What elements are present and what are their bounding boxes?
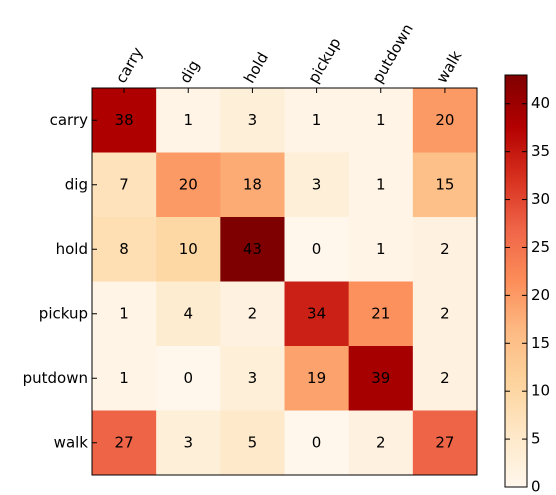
heatmap-cell	[156, 281, 221, 347]
y-tick-label: dig	[65, 175, 88, 193]
heatmap-cell	[220, 281, 285, 347]
cell-label: 21	[371, 304, 390, 322]
heatmap-cell	[348, 346, 414, 411]
cell-label: 3	[312, 175, 322, 193]
cell-label: 1	[312, 111, 322, 129]
heatmap-cell	[284, 410, 350, 476]
x-tick-label: hold	[240, 49, 272, 86]
cell-label: 1	[376, 240, 386, 258]
cell-label: 43	[243, 240, 262, 258]
heatmap-cell	[92, 217, 157, 282]
x-tick-label: putdown	[369, 21, 417, 87]
colorbar-tick-label: 40	[531, 94, 550, 112]
cell-label: 1	[183, 111, 193, 129]
heatmap-cell	[220, 346, 285, 411]
heatmap-cell	[348, 410, 414, 476]
y-tick-label: carry	[50, 111, 89, 129]
cell-label: 0	[312, 240, 322, 258]
cell-label: 19	[307, 369, 326, 387]
heatmap-cell	[412, 281, 478, 347]
heatmap-cell	[156, 346, 221, 411]
heatmap-cell	[348, 88, 414, 153]
cell-label: 10	[179, 240, 198, 258]
heatmap-cell	[412, 410, 478, 476]
cell-label: 20	[179, 175, 198, 193]
heatmap-cell	[348, 217, 414, 282]
cell-label: 1	[119, 304, 129, 322]
heatmap-cell	[284, 217, 350, 282]
colorbar-tick-label: 20	[531, 286, 550, 304]
heatmap-cell	[348, 152, 414, 218]
cell-label: 38	[115, 111, 134, 129]
heatmap-cell	[412, 152, 478, 218]
heatmap-cell	[284, 346, 350, 411]
heatmap-cell	[220, 88, 285, 153]
heatmap-cell	[220, 410, 285, 476]
heatmap-cell	[156, 410, 221, 476]
heatmap-cell	[92, 410, 157, 476]
cell-label: 3	[183, 433, 193, 451]
cell-label: 27	[115, 433, 134, 451]
heatmap-cell	[156, 88, 221, 153]
heatmap-cell	[284, 152, 350, 218]
colorbar-tick-label: 10	[531, 382, 550, 400]
heatmap-cell	[92, 88, 157, 153]
cell-label: 2	[248, 304, 258, 322]
heatmap-cell	[412, 217, 478, 282]
heatmap-cell	[412, 346, 478, 411]
colorbar-tick-label: 35	[531, 142, 550, 160]
x-tick-label: pickup	[304, 35, 344, 87]
cell-label: 0	[312, 433, 322, 451]
cell-label: 0	[183, 369, 193, 387]
cell-label: 2	[440, 240, 450, 258]
heatmap-cell	[220, 152, 285, 218]
colorbar-tick-label: 30	[531, 190, 550, 208]
heatmap-cell	[284, 88, 350, 153]
heatmap-cell	[156, 217, 221, 282]
heatmap-cell	[92, 346, 157, 411]
x-tick-label: carry	[112, 44, 147, 86]
cell-label: 2	[440, 369, 450, 387]
x-tick-label: walk	[433, 47, 466, 86]
cell-label: 3	[248, 111, 258, 129]
heatmap-cell	[156, 152, 221, 218]
cell-label: 1	[376, 111, 386, 129]
colorbar	[504, 74, 528, 488]
y-tick-label: putdown	[23, 369, 88, 387]
colorbar-tick-label: 5	[531, 430, 541, 448]
cell-label: 5	[248, 433, 258, 451]
heatmap-cell	[348, 281, 414, 347]
cell-label: 1	[119, 369, 129, 387]
cell-label: 39	[371, 369, 390, 387]
y-tick-label: pickup	[39, 304, 88, 322]
heatmap-cell	[220, 217, 285, 282]
cell-label: 15	[435, 175, 454, 193]
cell-label: 20	[435, 111, 454, 129]
cell-label: 34	[307, 304, 326, 322]
heatmap-cell	[92, 281, 157, 347]
cell-label: 1	[376, 175, 386, 193]
colorbar-tick-label: 25	[531, 238, 550, 256]
y-tick-label: hold	[56, 240, 88, 258]
cell-label: 18	[243, 175, 262, 193]
cell-label: 2	[376, 433, 386, 451]
heatmap-cell	[412, 88, 478, 153]
x-tick-label: dig	[176, 57, 203, 86]
cell-label: 8	[119, 240, 129, 258]
colorbar-tick-label: 15	[531, 334, 550, 352]
cell-label: 2	[440, 304, 450, 322]
cell-label: 27	[435, 433, 454, 451]
cell-label: 7	[119, 175, 129, 193]
colorbar-tick-label: 0	[531, 478, 541, 495]
y-tick-label: walk	[54, 433, 89, 451]
cell-label: 4	[183, 304, 193, 322]
plot-frame	[91, 87, 478, 476]
heatmap-cell	[284, 281, 350, 347]
cell-label: 3	[248, 369, 258, 387]
heatmap-cell	[92, 152, 157, 218]
